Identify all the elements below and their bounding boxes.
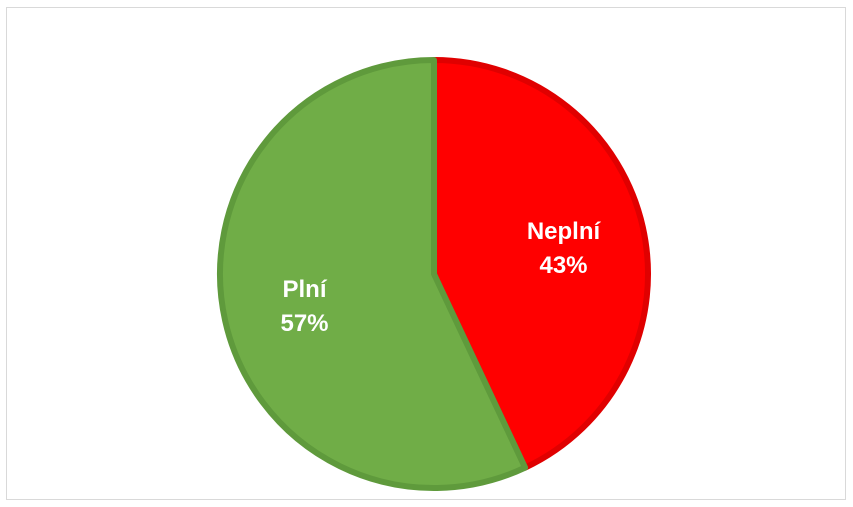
data-label-category-plni: Plní <box>282 276 327 303</box>
chart-area: Neplní 43% Plní 57% <box>6 7 846 500</box>
data-label-category-neplni: Neplní <box>527 218 602 245</box>
data-label-percent-plni: 57% <box>280 310 328 337</box>
data-label-percent-neplni: 43% <box>539 252 587 279</box>
pie-chart: Neplní 43% Plní 57% <box>217 57 651 491</box>
pie-slice-plni <box>217 57 529 491</box>
pie-slice-neplni <box>431 57 651 471</box>
